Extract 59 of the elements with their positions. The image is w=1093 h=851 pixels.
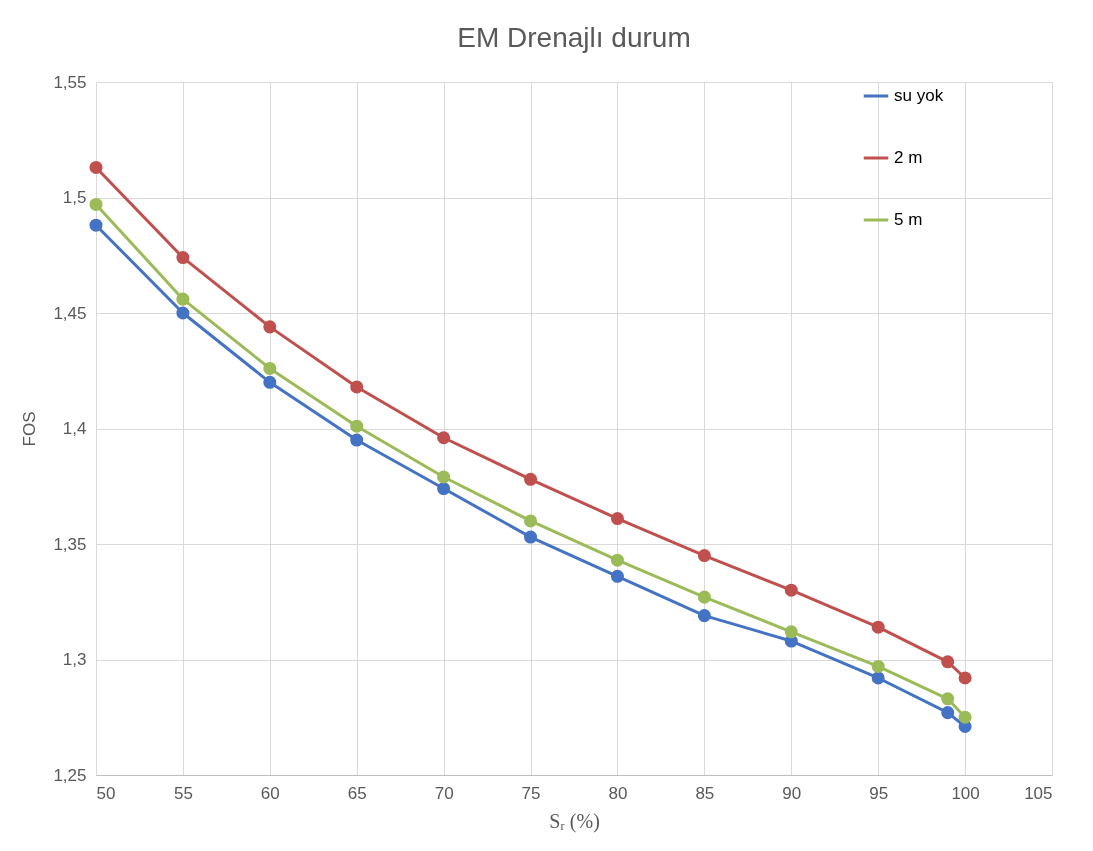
x-tick-label: 55 (173, 783, 193, 803)
point (263, 361, 277, 375)
point (610, 512, 624, 526)
point (176, 251, 190, 265)
point (263, 375, 277, 389)
point (89, 218, 103, 232)
y-tick-label: 1,3 (62, 650, 87, 669)
point (524, 530, 538, 544)
chart-title: EM Drenajlı durum (457, 22, 691, 53)
x-tick-label: 50 (96, 783, 116, 803)
x-tick-label: 105 (1024, 783, 1053, 803)
point (871, 659, 885, 673)
point (89, 160, 103, 174)
y-tick-label: 1,45 (53, 303, 87, 323)
x-tick-label: 100 (951, 783, 980, 803)
x-tick-label: 70 (434, 783, 454, 803)
point (437, 482, 451, 496)
point (697, 549, 711, 563)
legend-label: 2 m (894, 148, 923, 167)
point (350, 433, 364, 447)
y-tick-label: 1,55 (53, 72, 87, 92)
point (437, 470, 451, 484)
point (524, 472, 538, 486)
x-tick-label: 75 (521, 783, 541, 803)
point (350, 419, 364, 433)
x-tick-label: 90 (782, 783, 802, 803)
point (176, 292, 190, 306)
x-tick-label: 60 (260, 783, 280, 803)
point (871, 671, 885, 685)
point (697, 609, 711, 623)
point (350, 380, 364, 394)
point (958, 671, 972, 685)
point (941, 692, 955, 706)
point (524, 514, 538, 528)
x-tick-label: 65 (347, 783, 367, 803)
y-tick-label: 1,5 (62, 188, 87, 207)
point (610, 553, 624, 567)
y-axis-title: FOS (20, 411, 40, 447)
legend-label: su yok (894, 86, 944, 105)
y-tick-label: 1,25 (53, 765, 87, 785)
point (958, 710, 972, 724)
point (697, 590, 711, 604)
point (176, 306, 190, 320)
y-tick-label: 1,4 (62, 419, 87, 438)
point (784, 583, 798, 597)
point (263, 320, 277, 334)
point (89, 197, 103, 211)
x-axis-title: Sᵣ (%) (549, 809, 600, 833)
x-tick-label: 85 (695, 783, 715, 803)
point (610, 569, 624, 583)
point (941, 706, 955, 720)
y-tick-label: 1,35 (53, 534, 87, 554)
point (871, 620, 885, 634)
legend-label: 5 m (894, 210, 923, 229)
x-tick-label: 80 (608, 783, 628, 803)
x-tick-label: 95 (869, 783, 889, 803)
point (437, 431, 451, 445)
point (784, 625, 798, 639)
point (941, 655, 955, 669)
